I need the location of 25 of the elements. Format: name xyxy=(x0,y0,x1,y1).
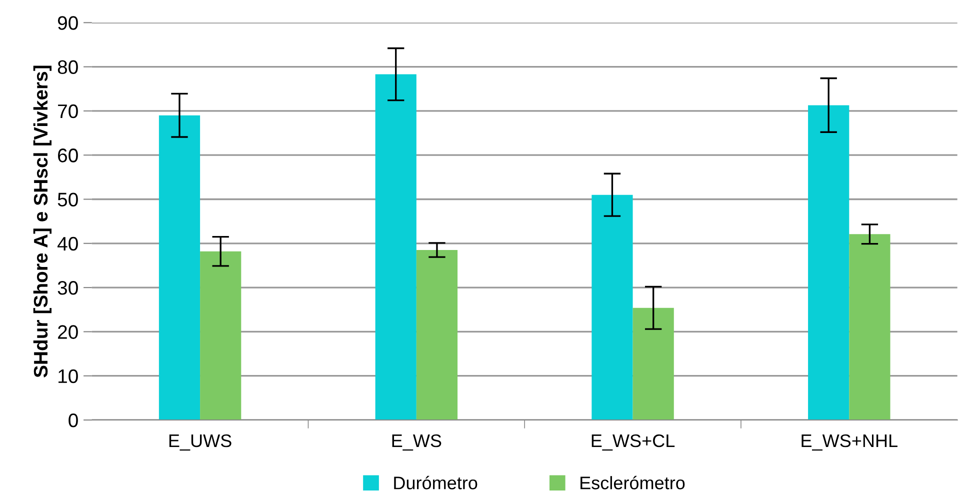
y-tick-label: 70 xyxy=(58,104,78,118)
bar xyxy=(632,308,674,420)
y-tick-label: 40 xyxy=(57,236,78,251)
bar xyxy=(592,194,633,420)
y-tick-label: 20 xyxy=(58,325,78,339)
y-tick-label: 80 xyxy=(58,60,78,74)
bar xyxy=(849,234,890,420)
x-tick-label: E_WS xyxy=(392,434,442,451)
y-tick-label: 90 xyxy=(58,16,78,30)
y-tick-label: 50 xyxy=(58,192,78,206)
bar xyxy=(375,74,416,420)
bar xyxy=(158,115,200,420)
bar xyxy=(808,105,850,420)
y-tick-label: 0 xyxy=(68,413,78,428)
bar xyxy=(416,250,458,420)
x-tick-label: E_UWS xyxy=(169,434,232,451)
y-tick-label: 30 xyxy=(58,281,78,295)
x-tick-label: E_WS+CL xyxy=(592,434,675,451)
x-tick-label: E_WS+NHL xyxy=(802,434,898,451)
y-tick-label: 60 xyxy=(58,148,78,162)
bar xyxy=(200,251,242,420)
y-tick-label: 10 xyxy=(58,369,78,384)
y-axis-title: SHdur [Shore A] e SHscl [Vivkers] xyxy=(33,66,52,378)
legend-label: Esclerómetro xyxy=(580,476,685,490)
legend-label: Durómetro xyxy=(394,476,478,490)
